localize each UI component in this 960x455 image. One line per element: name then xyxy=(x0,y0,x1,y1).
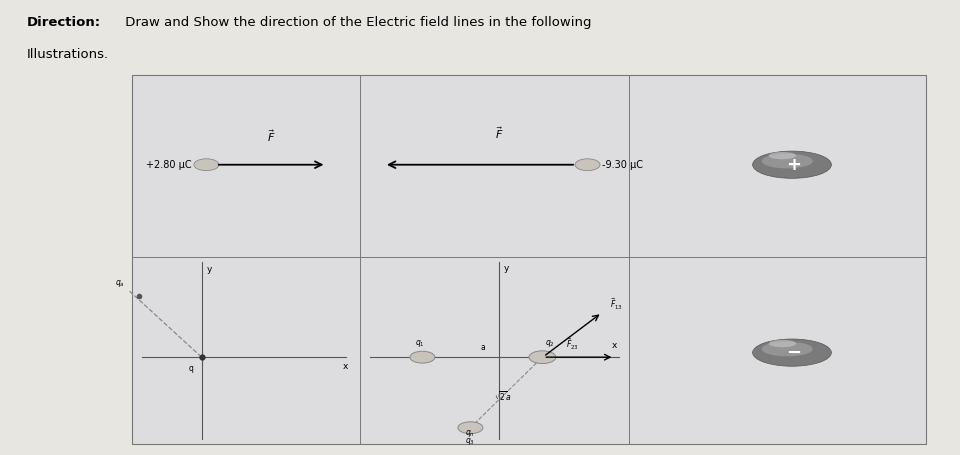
Ellipse shape xyxy=(753,339,831,366)
Text: Direction:: Direction: xyxy=(27,16,101,29)
Text: $\vec{F}$: $\vec{F}$ xyxy=(267,128,276,144)
Text: +: + xyxy=(786,156,802,174)
Text: y: y xyxy=(504,264,510,273)
Ellipse shape xyxy=(769,152,796,159)
Ellipse shape xyxy=(761,154,813,168)
Ellipse shape xyxy=(753,151,831,178)
Text: q: q xyxy=(189,364,194,373)
Text: x: x xyxy=(612,341,617,350)
Text: −: − xyxy=(786,344,802,362)
Text: $q_n$: $q_n$ xyxy=(466,428,475,439)
Text: x: x xyxy=(343,362,348,371)
Text: $q_3$: $q_3$ xyxy=(466,436,475,447)
Text: $q_1$: $q_1$ xyxy=(415,338,424,349)
Bar xyxy=(132,75,926,444)
Circle shape xyxy=(458,422,483,434)
Text: $\vec{F}_{13}$: $\vec{F}_{13}$ xyxy=(610,296,622,312)
Text: $\sqrt{2}a$: $\sqrt{2}a$ xyxy=(494,389,512,403)
Ellipse shape xyxy=(769,340,796,347)
Text: Illustrations.: Illustrations. xyxy=(27,48,109,61)
Text: -9.30 μC: -9.30 μC xyxy=(602,160,643,170)
Text: +2.80 μC: +2.80 μC xyxy=(146,160,192,170)
Text: $q_a$: $q_a$ xyxy=(115,278,125,289)
Ellipse shape xyxy=(761,342,813,356)
Text: $q_2$: $q_2$ xyxy=(545,338,555,349)
Circle shape xyxy=(529,351,556,364)
Text: y: y xyxy=(206,265,212,274)
Circle shape xyxy=(575,159,600,171)
Text: $\vec{F}_{23}$: $\vec{F}_{23}$ xyxy=(566,336,579,352)
Text: a: a xyxy=(480,343,485,352)
Text: Draw and Show the direction of the Electric field lines in the following: Draw and Show the direction of the Elect… xyxy=(121,16,591,29)
Text: $\vec{F}$: $\vec{F}$ xyxy=(495,125,503,141)
Circle shape xyxy=(194,159,219,171)
Circle shape xyxy=(410,351,435,363)
